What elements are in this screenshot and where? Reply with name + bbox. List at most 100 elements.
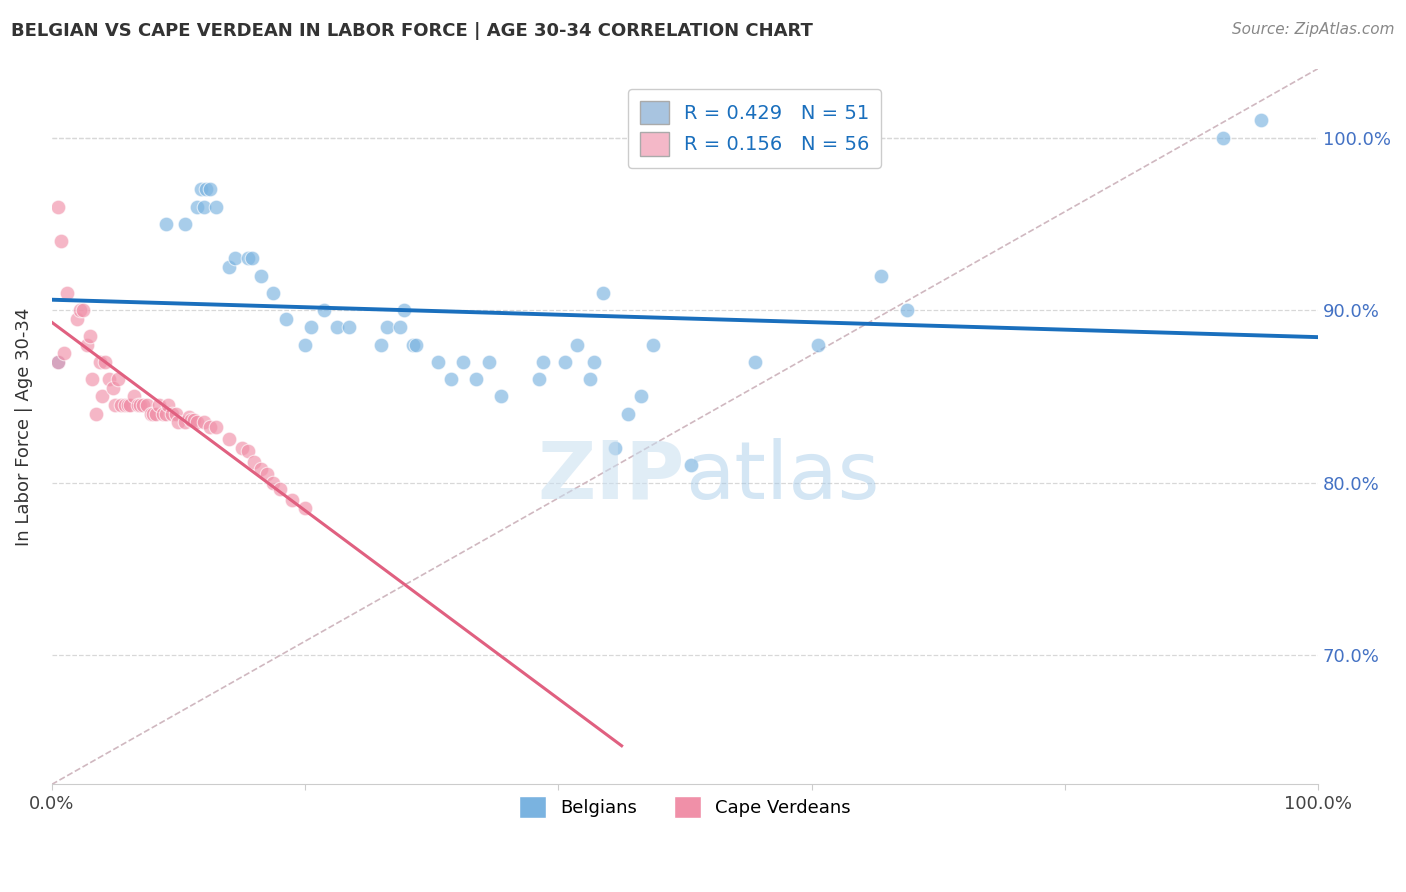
Point (69, 303, 91, 318)
Point (49, 234, 72, 248)
Point (249, 268, 271, 283)
Point (592, 285, 614, 300)
Text: ZIP: ZIP (537, 438, 685, 516)
Point (94, 355, 117, 369)
Point (101, 381, 124, 395)
Point (84, 407, 107, 421)
Point (190, 182, 212, 196)
Point (744, 355, 766, 369)
Point (157, 398, 180, 412)
Point (218, 260, 240, 274)
Point (579, 372, 602, 386)
Point (262, 475, 284, 490)
Point (186, 415, 208, 429)
Point (896, 303, 918, 318)
Point (531, 355, 554, 369)
Point (165, 407, 187, 421)
Point (249, 461, 271, 475)
Point (231, 441, 253, 455)
Point (605, 441, 627, 455)
Point (294, 337, 316, 351)
Text: BELGIAN VS CAPE VERDEAN IN LABOR FORCE | AGE 30-34 CORRELATION CHART: BELGIAN VS CAPE VERDEAN IN LABOR FORCE |… (11, 22, 813, 40)
Point (155, 407, 177, 421)
Point (617, 407, 640, 421)
Point (478, 355, 501, 369)
Point (132, 398, 155, 412)
Point (274, 311, 297, 326)
Point (325, 320, 347, 334)
Point (236, 252, 259, 266)
Point (1212, 130, 1234, 145)
Point (79, 329, 101, 343)
Point (46, 355, 69, 369)
Point (256, 467, 278, 481)
Point (53, 346, 76, 360)
Point (262, 285, 284, 300)
Point (89, 355, 111, 369)
Point (46, 355, 69, 369)
Point (567, 337, 589, 351)
Point (240, 252, 263, 266)
Point (630, 389, 652, 403)
Point (807, 337, 830, 351)
Point (427, 355, 450, 369)
Point (135, 398, 157, 412)
Point (205, 200, 228, 214)
Point (465, 372, 488, 386)
Point (582, 355, 605, 369)
Point (139, 407, 162, 421)
Point (97, 372, 120, 386)
Y-axis label: In Labor Force | Age 30-34: In Labor Force | Age 30-34 (15, 307, 32, 546)
Point (167, 415, 190, 429)
Point (218, 433, 240, 447)
Point (120, 398, 142, 412)
Point (402, 337, 425, 351)
Point (82, 372, 104, 386)
Point (160, 407, 183, 421)
Point (491, 389, 513, 403)
Point (681, 458, 703, 473)
Point (440, 372, 463, 386)
Point (142, 407, 165, 421)
Point (392, 303, 415, 318)
Point (312, 303, 335, 318)
Point (195, 182, 218, 196)
Point (193, 200, 215, 214)
Point (104, 398, 127, 412)
Point (148, 398, 170, 412)
Point (180, 413, 202, 427)
Point (129, 398, 152, 412)
Text: Source: ZipAtlas.com: Source: ZipAtlas.com (1232, 22, 1395, 37)
Point (224, 252, 246, 266)
Point (453, 355, 475, 369)
Point (405, 337, 427, 351)
Point (183, 413, 205, 427)
Point (127, 398, 149, 412)
Point (643, 337, 665, 351)
Point (205, 420, 228, 434)
Point (1250, 113, 1272, 128)
Point (155, 217, 177, 231)
Legend: Belgians, Cape Verdeans: Belgians, Cape Verdeans (512, 789, 858, 825)
Point (117, 398, 139, 412)
Point (110, 398, 132, 412)
Point (269, 483, 291, 497)
Point (198, 182, 221, 196)
Point (299, 320, 322, 334)
Point (177, 409, 200, 424)
Point (91, 389, 114, 403)
Point (152, 407, 174, 421)
Point (529, 372, 551, 386)
Point (193, 415, 215, 429)
Point (46, 200, 69, 214)
Point (375, 320, 398, 334)
Point (173, 217, 195, 231)
Point (76, 337, 98, 351)
Point (236, 444, 259, 458)
Point (56, 285, 79, 300)
Point (173, 415, 195, 429)
Point (388, 320, 411, 334)
Point (122, 389, 145, 403)
Point (107, 372, 129, 386)
Point (114, 398, 136, 412)
